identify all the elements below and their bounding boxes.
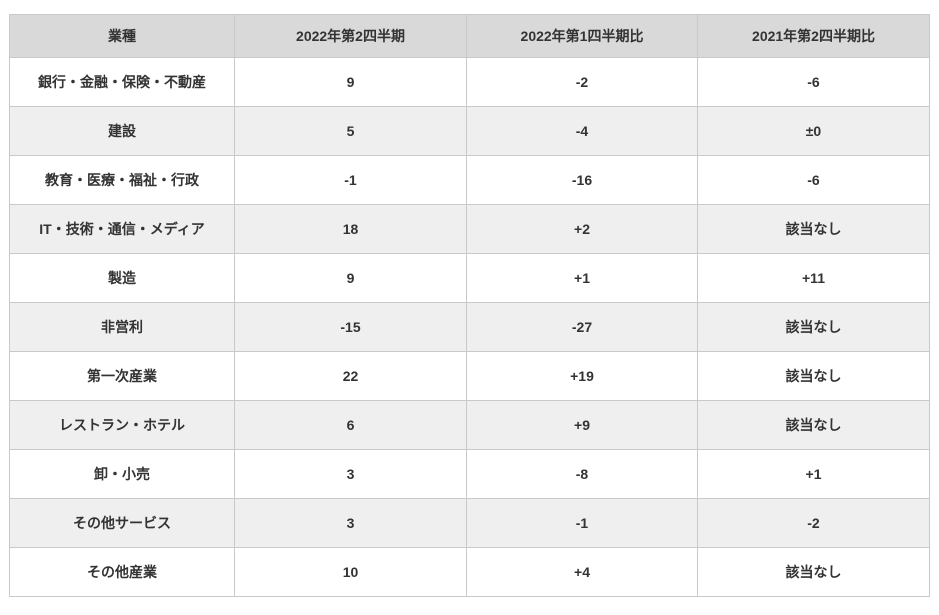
cell-q2-2022: 6 <box>234 400 467 450</box>
cell-q2-2022: -1 <box>234 155 467 205</box>
column-header-0: 業種 <box>9 14 235 58</box>
cell-industry: IT・技術・通信・メディア <box>9 204 235 254</box>
cell-industry: 銀行・金融・保険・不動産 <box>9 57 235 107</box>
table-body: 銀行・金融・保険・不動産 9 -2 -6 建設 5 -4 ±0 教育・医療・福祉・行政 -1 -16… <box>9 57 930 597</box>
cell-industry: その他サービス <box>9 498 235 548</box>
cell-q2-2022: 3 <box>234 449 467 499</box>
cell-q2-2022: 3 <box>234 498 467 548</box>
cell-industry: 建設 <box>9 106 235 156</box>
table-row: 第一次産業 22 +19 該当なし <box>9 351 930 401</box>
cell-vs-q1-2022: -27 <box>466 302 698 352</box>
cell-vs-q1-2022: +19 <box>466 351 698 401</box>
cell-vs-q1-2022: -8 <box>466 449 698 499</box>
cell-vs-q1-2022: +1 <box>466 253 698 303</box>
table-row: 卸・小売 3 -8 +1 <box>9 449 930 499</box>
table-row: 製造 9 +1 +11 <box>9 253 930 303</box>
cell-q2-2022: 9 <box>234 57 467 107</box>
table-row: その他産業 10 +4 該当なし <box>9 547 930 597</box>
table-container: 業種 2022年第2四半期 2022年第1四半期比 2021年第2四半期比 銀行・金融… <box>9 14 930 597</box>
cell-vs-q1-2022: +9 <box>466 400 698 450</box>
cell-q2-2022: 5 <box>234 106 467 156</box>
column-header-3: 2021年第2四半期比 <box>697 14 930 58</box>
cell-q2-2022: -15 <box>234 302 467 352</box>
cell-q2-2022: 9 <box>234 253 467 303</box>
cell-industry: 卸・小売 <box>9 449 235 499</box>
cell-vs-q1-2022: +4 <box>466 547 698 597</box>
column-header-2: 2022年第1四半期比 <box>466 14 698 58</box>
cell-vs-q2-2021: 該当なし <box>697 204 930 254</box>
cell-q2-2022: 22 <box>234 351 467 401</box>
cell-industry: 教育・医療・福祉・行政 <box>9 155 235 205</box>
table-row: 建設 5 -4 ±0 <box>9 106 930 156</box>
table-row: 教育・医療・福祉・行政 -1 -16 -6 <box>9 155 930 205</box>
cell-industry: その他産業 <box>9 547 235 597</box>
cell-vs-q2-2021: 該当なし <box>697 351 930 401</box>
cell-industry: 非営利 <box>9 302 235 352</box>
column-header-1: 2022年第2四半期 <box>234 14 467 58</box>
cell-vs-q1-2022: +2 <box>466 204 698 254</box>
cell-vs-q2-2021: 該当なし <box>697 547 930 597</box>
cell-q2-2022: 18 <box>234 204 467 254</box>
cell-vs-q2-2021: +11 <box>697 253 930 303</box>
cell-vs-q2-2021: -2 <box>697 498 930 548</box>
table-row: その他サービス 3 -1 -2 <box>9 498 930 548</box>
cell-vs-q2-2021: -6 <box>697 155 930 205</box>
cell-industry: レストラン・ホテル <box>9 400 235 450</box>
cell-vs-q2-2021: 該当なし <box>697 400 930 450</box>
cell-vs-q2-2021: ±0 <box>697 106 930 156</box>
table-row: レストラン・ホテル 6 +9 該当なし <box>9 400 930 450</box>
cell-vs-q2-2021: 該当なし <box>697 302 930 352</box>
cell-vs-q1-2022: -4 <box>466 106 698 156</box>
cell-vs-q2-2021: -6 <box>697 57 930 107</box>
table-row: 非営利 -15 -27 該当なし <box>9 302 930 352</box>
cell-vs-q1-2022: -1 <box>466 498 698 548</box>
table-row: 銀行・金融・保険・不動産 9 -2 -6 <box>9 57 930 107</box>
cell-vs-q2-2021: +1 <box>697 449 930 499</box>
header-row: 業種 2022年第2四半期 2022年第1四半期比 2021年第2四半期比 <box>9 14 930 58</box>
cell-q2-2022: 10 <box>234 547 467 597</box>
cell-industry: 製造 <box>9 253 235 303</box>
industry-quarter-table: 業種 2022年第2四半期 2022年第1四半期比 2021年第2四半期比 銀行・金融… <box>9 14 930 597</box>
table-row: IT・技術・通信・メディア 18 +2 該当なし <box>9 204 930 254</box>
table-header: 業種 2022年第2四半期 2022年第1四半期比 2021年第2四半期比 <box>9 14 930 58</box>
cell-vs-q1-2022: -16 <box>466 155 698 205</box>
cell-vs-q1-2022: -2 <box>466 57 698 107</box>
cell-industry: 第一次産業 <box>9 351 235 401</box>
